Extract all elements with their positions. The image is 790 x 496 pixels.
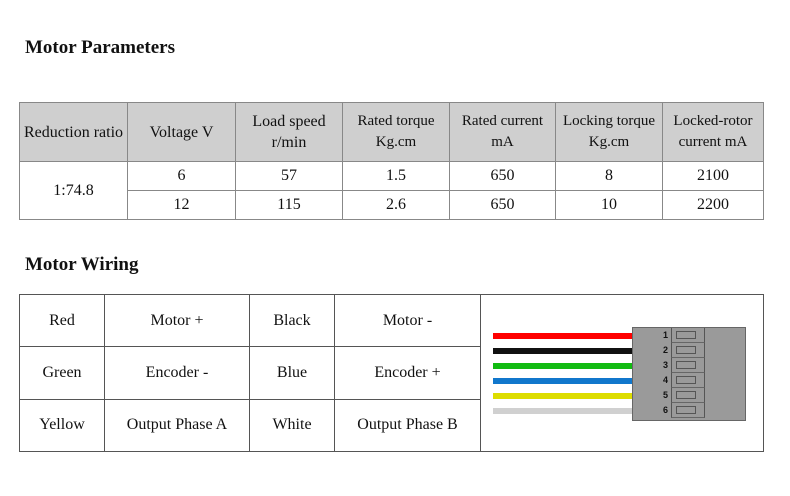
cell: 650 <box>449 161 556 191</box>
cell: Motor - <box>334 293 481 348</box>
pin-slot <box>671 328 705 343</box>
header-reduction-ratio: Reduction ratio <box>19 102 128 162</box>
connector-icon: 1 2 3 4 5 6 <box>632 327 746 421</box>
pin-slot <box>671 343 705 358</box>
table-row: 12 115 2.6 650 10 2200 <box>20 190 764 220</box>
cell: 57 <box>235 161 343 191</box>
cell: 10 <box>555 190 663 220</box>
motor-parameters-title: Motor Parameters <box>25 37 175 58</box>
pin-label: 1 <box>662 330 668 340</box>
ratio-cell: 1:74.8 <box>19 161 128 220</box>
table-row: 1:74.8 6 57 1.5 650 8 2100 <box>19 161 764 220</box>
motor-wiring-title: Motor Wiring <box>25 254 139 275</box>
pin-slot <box>671 388 705 403</box>
header-rated-torque: Rated torque Kg.cm <box>342 102 450 162</box>
wire <box>493 363 633 369</box>
cell: Encoder - <box>104 346 250 400</box>
cell: 1.5 <box>342 161 450 191</box>
cell: Output Phase A <box>104 398 250 453</box>
cell: 2.6 <box>342 190 450 220</box>
cell: Blue <box>249 346 335 400</box>
table-row: Red Motor + Black Motor - 1 2 3 4 5 6 <box>19 293 764 452</box>
wire <box>493 408 633 414</box>
pin-slot <box>671 358 705 373</box>
cell: 12 <box>127 190 236 220</box>
pin-label: 3 <box>662 360 668 370</box>
cell: Motor + <box>104 293 250 348</box>
pin-label: 2 <box>662 345 668 355</box>
wire <box>493 333 633 339</box>
cell: 2100 <box>662 161 764 191</box>
header-locking-torque: Locking torque Kg.cm <box>555 102 663 162</box>
header-load-speed: Load speed r/min <box>235 102 343 162</box>
cell: Red <box>19 293 105 348</box>
wire <box>493 378 633 384</box>
pin-slot <box>671 373 705 388</box>
cell: Green <box>19 346 105 400</box>
cell: 8 <box>555 161 663 191</box>
header-rated-current: Rated current mA <box>449 102 556 162</box>
cell: 6 <box>127 161 236 191</box>
pin-label: 4 <box>662 375 668 385</box>
wire <box>493 393 633 399</box>
cell: 2200 <box>662 190 764 220</box>
table-row: Green Encoder - Blue Encoder + <box>19 346 764 400</box>
pin-label: 5 <box>662 390 668 400</box>
table-row: Yellow Output Phase A White Output Phase… <box>19 398 764 453</box>
cell: 115 <box>235 190 343 220</box>
header-voltage: Voltage V <box>127 102 236 162</box>
cell: Yellow <box>19 398 105 453</box>
cell: Output Phase B <box>334 398 481 453</box>
cell: Black <box>249 293 335 348</box>
connector-diagram: 1 2 3 4 5 6 <box>480 294 764 452</box>
header-locked-rotor-current: Locked-rotor current mA <box>662 102 764 162</box>
motor-wiring-table: Red Motor + Black Motor - 1 2 3 4 5 6 Green E… <box>19 293 764 453</box>
cell: 650 <box>449 190 556 220</box>
wire <box>493 348 633 354</box>
motor-parameters-table: Reduction ratio Voltage V Load speed r/m… <box>19 102 764 220</box>
cell: White <box>249 398 335 453</box>
pin-label: 6 <box>662 405 668 415</box>
cell: Encoder + <box>334 346 481 400</box>
pin-slot <box>671 403 705 418</box>
